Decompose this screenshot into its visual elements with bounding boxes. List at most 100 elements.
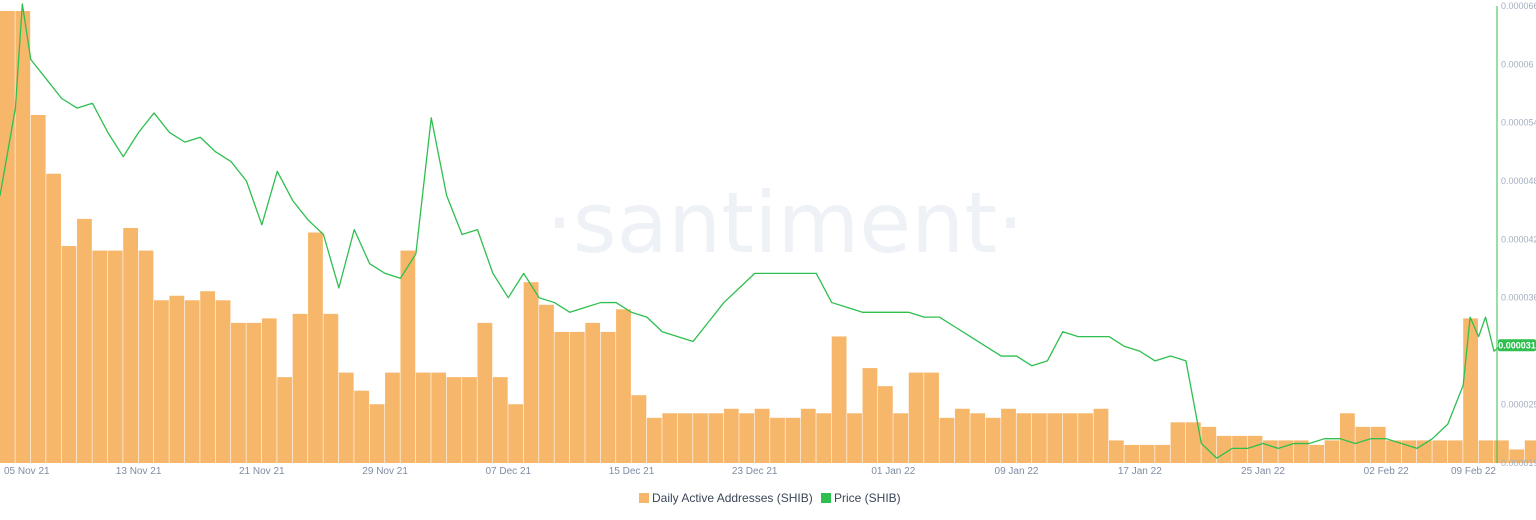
price-tick-label: 0.00006 [1501,59,1534,69]
active-addresses-bar [1093,408,1109,463]
legend-label-active-addresses: Daily Active Addresses (SHIB) [652,491,813,505]
active-addresses-bar [1124,444,1140,463]
active-addresses-bar [1185,422,1201,463]
active-addresses-bar [46,173,62,463]
active-addresses-bar [1031,413,1047,463]
price-tick-label: 0.000036 [1501,293,1536,303]
active-addresses-bar [1170,422,1186,463]
date-axis-ticks: 05 Nov 21 13 Nov 21 21 Nov 21 29 Nov 21 07 D… [4,466,1496,477]
active-addresses-bar [477,322,493,463]
active-addresses-bar [1401,440,1417,463]
active-addresses-bar [462,377,477,463]
active-addresses-bar [215,300,231,463]
active-addresses-bar [92,250,108,463]
price-line-group [0,3,1502,459]
price-line [0,3,1502,459]
active-addresses-bar [677,413,693,463]
active-addresses-bar [292,313,308,463]
active-addresses-bar [1293,440,1309,463]
active-addresses-bar [523,282,539,463]
active-addresses-bar [800,408,816,463]
active-addresses-bar [508,404,524,463]
active-addresses-bar [1509,449,1525,463]
active-addresses-bar [1047,413,1063,463]
active-addresses-bar [1232,435,1247,463]
active-addresses-bar [154,300,169,463]
active-addresses-bar [908,372,924,463]
active-addresses-bar [338,372,354,463]
active-addresses-bar [200,291,216,463]
active-addresses-bar [554,331,570,463]
active-addresses-bar [1478,440,1494,463]
active-addresses-bar [277,377,293,463]
active-addresses-bar [1139,444,1155,463]
active-addresses-bar [1278,440,1294,463]
active-addresses-bar [123,227,139,463]
date-tick-label: 15 Dec 21 [609,466,655,477]
active-addresses-bar [1016,413,1032,463]
date-tick-label: 02 Feb 22 [1364,466,1409,477]
legend-swatch-price [821,493,831,503]
active-addresses-bar [1447,440,1463,463]
active-addresses-bar [415,372,431,463]
active-addresses-bar [1370,426,1386,463]
bars-group [0,11,1536,464]
active-addresses-bar [662,413,678,463]
date-tick-label: 29 Nov 21 [362,466,408,477]
active-addresses-bar [1494,440,1509,463]
date-tick-label: 09 Jan 22 [995,466,1039,477]
active-addresses-bar [231,322,246,463]
active-addresses-bar [539,304,554,463]
legend-swatch-active-addresses [639,493,649,503]
active-addresses-bar [785,417,801,463]
active-addresses-bar [847,413,862,463]
active-addresses-bar [585,322,601,463]
active-addresses-bar [323,313,339,463]
active-addresses-bar [169,295,185,463]
active-addresses-bar [492,377,508,463]
price-tick-label: 0.000048 [1501,176,1536,186]
active-addresses-bar [261,318,277,463]
date-tick-label: 25 Jan 22 [1241,466,1285,477]
active-addresses-bar [308,232,323,463]
current-price-badge: 0.000031 [1498,339,1536,352]
active-addresses-bar [15,11,31,463]
active-addresses-bar [1432,440,1448,463]
active-addresses-bar [446,377,462,463]
active-addresses-bar [400,250,416,463]
date-tick-label: 21 Nov 21 [239,466,285,477]
active-addresses-bar [1155,444,1170,463]
active-addresses-bar [708,413,724,463]
active-addresses-bar [939,417,955,463]
active-addresses-bar [569,331,585,463]
active-addresses-bar [985,417,1001,463]
active-addresses-bar [877,386,893,463]
active-addresses-bar [816,413,832,463]
legend-label-price: Price (SHIB) [834,491,901,505]
date-tick-label: 17 Jan 22 [1118,466,1162,477]
active-addresses-bar [246,322,262,463]
price-tick-label: 0.000066 [1501,1,1536,11]
active-addresses-bar [693,413,708,463]
active-addresses-bar [1355,426,1371,463]
active-addresses-bar [754,408,770,463]
active-addresses-bar [1386,440,1401,463]
current-price-label: 0.000031 [1498,340,1536,350]
date-tick-label: 07 Dec 21 [486,466,532,477]
active-addresses-bar [600,331,616,463]
date-tick-label: 05 Nov 21 [4,466,50,477]
date-tick-label: 09 Feb 22 [1451,466,1496,477]
active-addresses-bar [369,404,385,463]
active-addresses-bar [1339,413,1355,463]
active-addresses-bar [831,336,847,463]
active-addresses-bar [77,218,92,463]
active-addresses-bar [770,417,785,463]
active-addresses-bar [61,246,77,463]
active-addresses-bar [893,413,909,463]
active-addresses-bar [1309,444,1324,463]
price-tick-label: 0.000025 [1501,400,1536,410]
date-tick-label: 23 Dec 21 [732,466,778,477]
active-addresses-bar [954,408,970,463]
date-tick-label: 01 Jan 22 [871,466,915,477]
